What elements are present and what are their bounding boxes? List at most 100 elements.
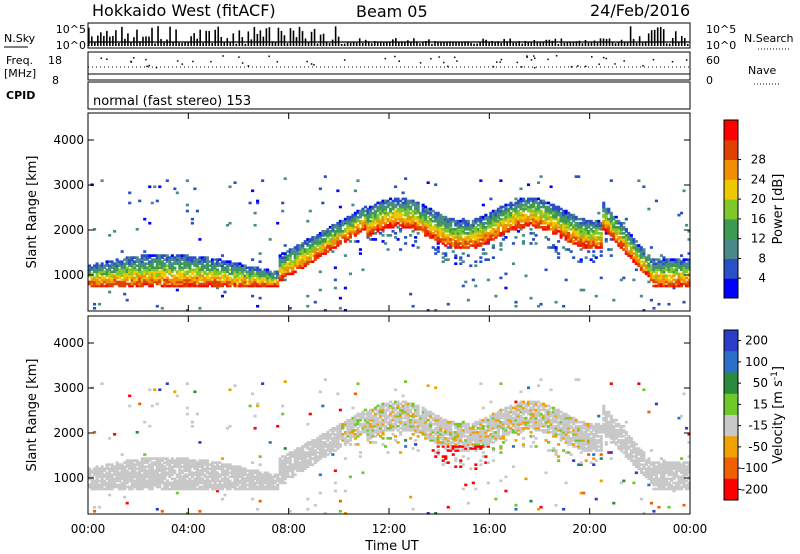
velocity-cell xyxy=(175,481,179,485)
power-cell xyxy=(306,248,310,251)
noise-bar xyxy=(551,40,554,46)
velocity-cell xyxy=(155,481,159,485)
velocity-cell xyxy=(203,479,207,483)
noise-bar xyxy=(364,39,367,46)
velocity-cell xyxy=(396,441,400,444)
power-cell xyxy=(165,254,169,257)
velocity-cell xyxy=(185,406,189,410)
power-cell xyxy=(649,278,653,282)
power-cell xyxy=(233,268,237,272)
velocity-cell xyxy=(293,451,297,454)
power-cell xyxy=(552,215,556,219)
power-cell xyxy=(494,294,498,298)
power-cell xyxy=(592,221,596,225)
power-cell xyxy=(491,234,495,237)
power-cell xyxy=(471,240,475,243)
power-cell xyxy=(572,236,576,239)
power-colorbar-label: 28 xyxy=(751,153,766,167)
power-cell xyxy=(258,278,262,282)
velocity-cell xyxy=(120,469,124,473)
power-cell xyxy=(298,244,302,247)
power-cell xyxy=(667,266,671,270)
power-cell xyxy=(130,284,134,288)
power-cell xyxy=(684,276,689,280)
velocity-cell xyxy=(256,469,260,473)
velocity-cell xyxy=(241,481,245,485)
power-cell xyxy=(662,280,666,284)
velocity-cell xyxy=(133,463,137,466)
power-cell xyxy=(511,213,516,217)
velocity-cell xyxy=(271,475,275,479)
power-cell xyxy=(356,223,360,227)
power-cell xyxy=(426,219,430,223)
power-cell xyxy=(163,280,167,284)
power-cell xyxy=(348,234,352,237)
noise-bar xyxy=(464,41,466,46)
power-cell xyxy=(298,254,302,257)
power-colorbar-segment xyxy=(724,278,738,299)
velocity-cell xyxy=(135,477,139,481)
power-cell xyxy=(389,215,393,219)
power-cell xyxy=(476,240,480,243)
power-cell xyxy=(105,282,109,286)
power-cell xyxy=(481,232,485,235)
power-cell xyxy=(479,238,483,241)
velocity-cell xyxy=(318,447,322,450)
power-cell xyxy=(358,209,363,213)
power-cell xyxy=(617,238,621,241)
power-cell xyxy=(100,266,104,270)
velocity-cell xyxy=(394,439,398,442)
velocity-cell xyxy=(283,459,287,462)
power-cell xyxy=(348,232,352,235)
power-cell xyxy=(562,234,566,237)
velocity-cell xyxy=(286,467,290,471)
velocity-cell xyxy=(386,414,390,418)
power-cell xyxy=(378,221,383,225)
power-cell xyxy=(677,264,681,268)
power-cell xyxy=(215,276,220,280)
power-cell xyxy=(108,268,112,272)
power-cell xyxy=(547,225,551,229)
power-cell xyxy=(100,280,104,284)
noise-bar xyxy=(437,41,439,46)
power-cell xyxy=(223,270,227,274)
velocity-cell xyxy=(401,422,405,426)
power-cell xyxy=(629,234,633,237)
power-cell xyxy=(459,234,463,237)
power-cell xyxy=(619,278,623,282)
power-cell xyxy=(496,232,500,235)
power-cell xyxy=(155,282,159,286)
velocity-cell xyxy=(316,455,320,458)
noise-bar xyxy=(286,43,289,46)
power-cell xyxy=(572,232,576,235)
power-cell xyxy=(105,264,109,268)
power-cell xyxy=(268,284,272,288)
power-cell xyxy=(441,252,445,255)
power-cell xyxy=(175,288,179,292)
power-cell xyxy=(316,254,320,257)
power-cell xyxy=(233,276,237,280)
velocity-cell xyxy=(281,479,285,483)
power-cell xyxy=(682,262,686,266)
velocity-cell xyxy=(306,497,310,501)
velocity-cell xyxy=(243,469,247,473)
power-cell xyxy=(531,211,536,215)
power-cell xyxy=(356,211,360,215)
power-cell xyxy=(574,232,578,235)
velocity-cell xyxy=(396,418,400,422)
power-cell xyxy=(223,272,227,276)
power-cell xyxy=(687,252,691,255)
velocity-cell xyxy=(368,437,373,440)
noise-bar xyxy=(677,41,680,46)
velocity-cell xyxy=(328,447,332,450)
velocity-cell xyxy=(238,475,242,479)
velocity-cell xyxy=(195,467,199,471)
power-cell xyxy=(419,217,423,221)
power-cell xyxy=(376,230,380,233)
power-cell xyxy=(557,213,561,217)
power-cell xyxy=(213,272,217,276)
velocity-cell xyxy=(358,418,363,422)
power-cell xyxy=(567,221,571,225)
power-cell xyxy=(210,282,215,286)
power-cell xyxy=(434,213,438,217)
